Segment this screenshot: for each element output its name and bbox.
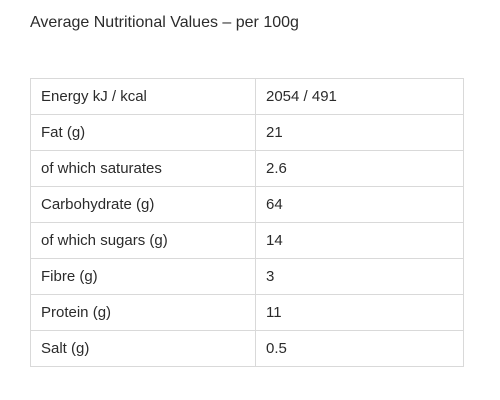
nutrition-table: Energy kJ / kcal 2054 / 491 Fat (g) 21 o… [30,78,464,367]
nutrition-heading: Average Nutritional Values – per 100g [30,14,299,31]
table-row: of which saturates 2.6 [30,150,464,187]
table-row: Salt (g) 0.5 [30,330,464,367]
row-value: 14 [255,222,464,259]
row-label: Protein (g) [30,294,256,331]
table-row: of which sugars (g) 14 [30,222,464,259]
table-row: Protein (g) 11 [30,294,464,331]
row-label: Fat (g) [30,114,256,151]
row-label: Fibre (g) [30,258,256,295]
row-label: of which saturates [30,150,256,187]
table-row: Energy kJ / kcal 2054 / 491 [30,78,464,115]
row-label: of which sugars (g) [30,222,256,259]
row-value: 3 [255,258,464,295]
table-row: Fibre (g) 3 [30,258,464,295]
row-label: Carbohydrate (g) [30,186,256,223]
row-value: 64 [255,186,464,223]
row-value: 2.6 [255,150,464,187]
row-value: 2054 / 491 [255,78,464,115]
table-row: Carbohydrate (g) 64 [30,186,464,223]
row-label: Salt (g) [30,330,256,367]
row-value: 11 [255,294,464,331]
table-row: Fat (g) 21 [30,114,464,151]
row-value: 0.5 [255,330,464,367]
row-value: 21 [255,114,464,151]
row-label: Energy kJ / kcal [30,78,256,115]
